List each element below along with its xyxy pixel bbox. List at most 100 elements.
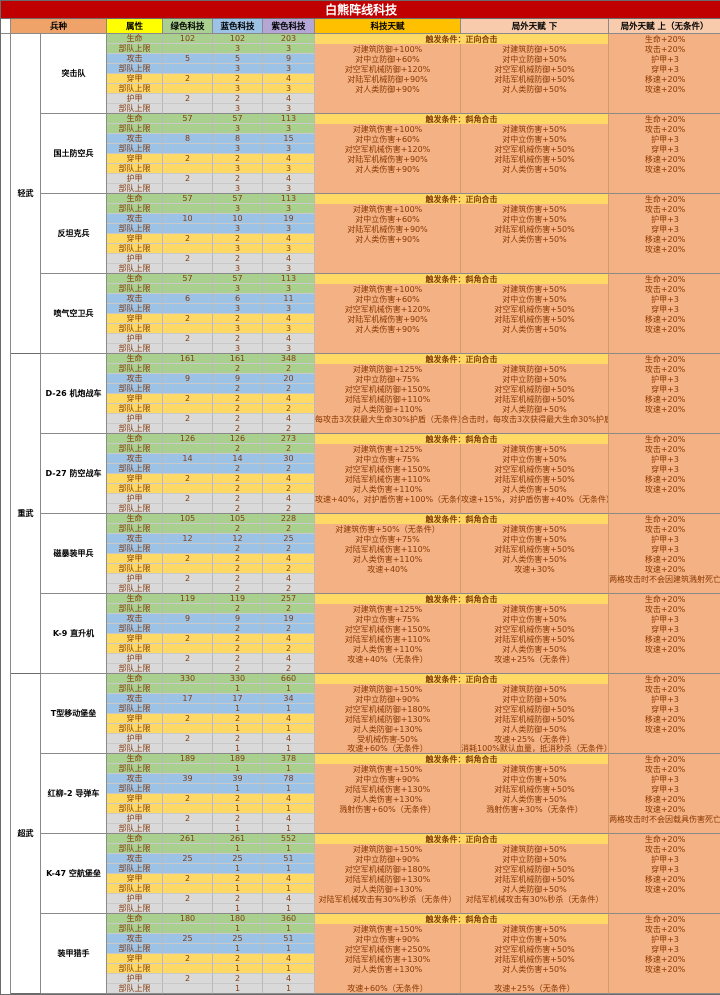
stat-value-cell: 2 xyxy=(163,254,213,264)
stat-value-cell: 180 xyxy=(213,914,263,924)
stat-value-cell: 1 xyxy=(263,864,315,874)
title-row: 白熊阵线科技 xyxy=(1,1,720,19)
attr-label-cell: 攻击 xyxy=(107,54,163,64)
stat-value-cell: 2 xyxy=(213,894,263,904)
attr-label-cell: 部队上限 xyxy=(107,384,163,394)
tech-talent-cell: 对中立防御+60% xyxy=(315,54,461,64)
stat-value-cell xyxy=(163,444,213,454)
attr-label-cell: 生命 xyxy=(107,274,163,284)
outer-talent-top-cell: 护甲+3 xyxy=(609,54,720,64)
outer-talent-bottom-cell: 对陆军机械攻击有30%秒杀（无条件） xyxy=(461,894,609,904)
outer-talent-top-cell xyxy=(609,254,720,264)
stat-value-cell: 5 xyxy=(163,54,213,64)
stat-value-cell: 6 xyxy=(163,294,213,304)
outer-talent-top-cell: 穿甲+3 xyxy=(609,144,720,154)
tech-talent-cell: 对人类伤害+110% xyxy=(315,554,461,564)
tech-talent-cell: 对空军机械防御+120% xyxy=(315,64,461,74)
outer-talent-bottom-cell: 对陆军机械伤害+50% xyxy=(461,224,609,234)
stat-value-cell: 2 xyxy=(263,384,315,394)
trigger-condition-cell: 触发条件：斜角合击 xyxy=(315,594,609,604)
outer-talent-top-cell: 生命+20% xyxy=(609,674,720,684)
attr-label-cell: 护甲 xyxy=(107,814,163,824)
outer-talent-bottom-cell: 对空军机械伤害+50% xyxy=(461,944,609,954)
left-margin-column xyxy=(1,34,11,994)
tech-talent-cell: 对陆军机械伤害+110% xyxy=(315,474,461,484)
tech-talent-cell: 对中立伤害+90% xyxy=(315,934,461,944)
stat-value-cell: 1 xyxy=(263,744,315,754)
outer-talent-bottom-cell xyxy=(461,334,609,344)
outer-talent-top-cell xyxy=(609,584,720,594)
outer-talent-bottom-cell: 对中立伤害+50% xyxy=(461,774,609,784)
stat-value-cell: 1 xyxy=(263,724,315,734)
tech-talent-cell xyxy=(315,574,461,584)
outer-talent-top-cell: 移速+20% xyxy=(609,794,720,804)
stat-value-cell: 2 xyxy=(163,234,213,244)
stat-value-cell xyxy=(163,544,213,554)
attr-label-cell: 部队上限 xyxy=(107,924,163,934)
outer-talent-bottom-cell: 对陆军机械伤害+50% xyxy=(461,474,609,484)
stat-value-cell: 2 xyxy=(213,94,263,104)
stat-value-cell: 113 xyxy=(263,194,315,204)
outer-talent-bottom-cell: 对人类伤害+50% xyxy=(461,324,609,334)
unit-name-cell: 国土防空兵 xyxy=(41,114,107,194)
stat-value-cell: 25 xyxy=(263,534,315,544)
stat-value-cell: 273 xyxy=(263,434,315,444)
stat-value-cell: 8 xyxy=(163,134,213,144)
tech-talent-cell: 攻速+60%（无条件） xyxy=(315,744,461,754)
outer-talent-bottom-cell: 对空军机械伤害+50% xyxy=(461,144,609,154)
stat-value-cell: 257 xyxy=(263,594,315,604)
tech-talent-cell: 对建筑伤害+100% xyxy=(315,204,461,214)
tech-talent-cell: 对建筑防御+150% xyxy=(315,844,461,854)
tech-talent-cell xyxy=(315,184,461,194)
tech-talent-cell: 对中立伤害+60% xyxy=(315,134,461,144)
tech-talent-cell xyxy=(315,94,461,104)
attr-label-cell: 部队上限 xyxy=(107,324,163,334)
stat-value-cell xyxy=(163,484,213,494)
stat-value-cell: 113 xyxy=(263,114,315,124)
tech-talent-cell: 对建筑伤害+150% xyxy=(315,764,461,774)
stat-value-cell: 4 xyxy=(263,314,315,324)
tech-talent-cell: 对建筑防御+150% xyxy=(315,684,461,694)
unit-name-cell: 反坦克兵 xyxy=(41,194,107,274)
attr-label-cell: 穿甲 xyxy=(107,394,163,404)
tech-talent-cell: 对中立伤害+60% xyxy=(315,294,461,304)
attr-label-cell: 生命 xyxy=(107,194,163,204)
stat-value-cell: 1 xyxy=(213,844,263,854)
outer-talent-bottom-cell: 攻速+25%（无条件） xyxy=(461,734,609,744)
tech-talent-cell: 对中立防御+90% xyxy=(315,694,461,704)
stat-value-cell: 360 xyxy=(263,914,315,924)
stat-value-cell: 17 xyxy=(163,694,213,704)
outer-talent-top-cell: 攻击+20% xyxy=(609,524,720,534)
stat-value-cell: 2 xyxy=(213,954,263,964)
tech-talent-cell xyxy=(315,904,461,914)
stat-value-cell: 2 xyxy=(263,484,315,494)
outer-talent-bottom-cell: 对建筑伤害+50% xyxy=(461,204,609,214)
attr-label-cell: 部队上限 xyxy=(107,784,163,794)
tech-talent-cell: 对建筑防御+100% xyxy=(315,44,461,54)
outer-talent-bottom-cell: 对空军机械伤害+50% xyxy=(461,624,609,634)
stat-value-cell: 2 xyxy=(263,464,315,474)
stat-value-cell: 2 xyxy=(163,494,213,504)
stat-value-cell: 1 xyxy=(213,864,263,874)
stat-value-cell: 1 xyxy=(263,804,315,814)
stat-value-cell: 2 xyxy=(213,624,263,634)
stat-value-cell: 3 xyxy=(263,224,315,234)
stat-value-cell: 3 xyxy=(213,64,263,74)
outer-talent-top-cell: 移速+20% xyxy=(609,554,720,564)
tech-talent-cell: 对空军机械伤害+250% xyxy=(315,944,461,954)
stat-value-cell: 2 xyxy=(213,334,263,344)
outer-talent-top-cell: 穿甲+3 xyxy=(609,384,720,394)
stat-value-cell: 25 xyxy=(213,854,263,864)
attr-label-cell: 部队上限 xyxy=(107,264,163,274)
outer-talent-top-cell: 护甲+3 xyxy=(609,214,720,224)
stat-value-cell: 1 xyxy=(263,704,315,714)
outer-talent-top-cell: 攻击+20% xyxy=(609,604,720,614)
outer-talent-bottom-cell xyxy=(461,824,609,834)
stat-value-cell: 5 xyxy=(213,54,263,64)
tech-talent-cell: 对人类伤害+90% xyxy=(315,234,461,244)
outer-talent-bottom-cell: 对空军机械防御+50% xyxy=(461,64,609,74)
outer-talent-top-cell: 穿甲+3 xyxy=(609,624,720,634)
outer-talent-bottom-cell xyxy=(461,584,609,594)
tech-talent-cell: 对空军机械防御+180% xyxy=(315,864,461,874)
